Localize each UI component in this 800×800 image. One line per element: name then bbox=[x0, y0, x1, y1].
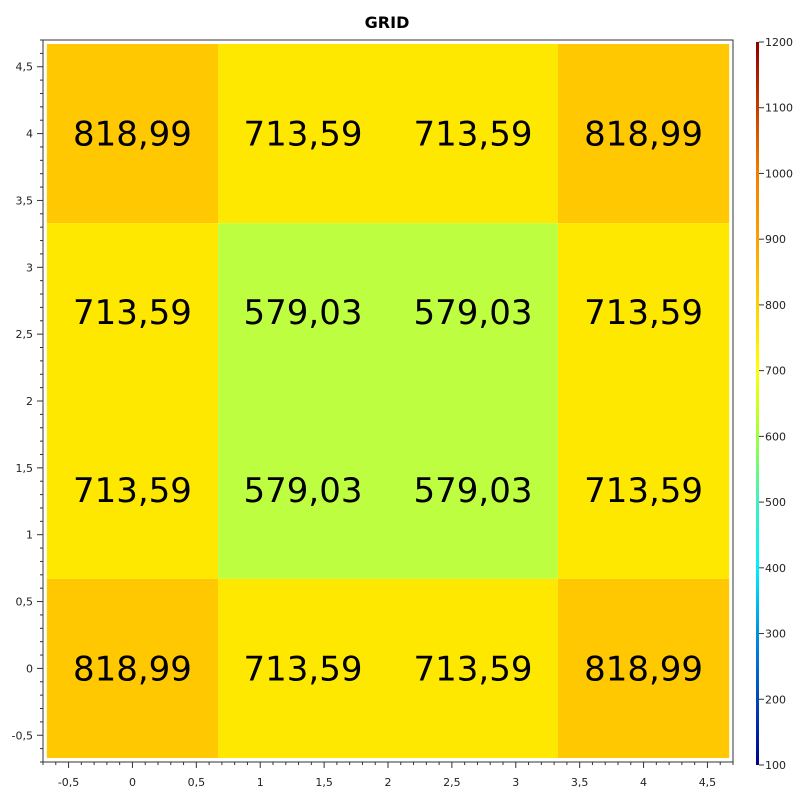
heatmap-cell bbox=[46, 223, 219, 401]
y-tick-label: 1 bbox=[26, 529, 33, 542]
colorbar-tick-label: 200 bbox=[765, 693, 786, 706]
heatmap-cell bbox=[557, 578, 730, 758]
heatmap-cell bbox=[46, 401, 219, 579]
cell-value-label: 713,59 bbox=[73, 293, 192, 333]
cell-value-labels: 818,99 713,59 713,59 818,99 713,59 579,03 579,… bbox=[73, 115, 703, 690]
heatmap-cell bbox=[218, 401, 388, 579]
x-tick-label: 4,5 bbox=[699, 776, 717, 789]
heatmap-cell bbox=[557, 223, 730, 401]
x-tick-label: 3 bbox=[512, 776, 519, 789]
colorbar-tick-label: 1000 bbox=[765, 167, 793, 180]
cell-value-label: 818,99 bbox=[73, 115, 192, 155]
heatmap-cell bbox=[388, 401, 558, 579]
colorbar-tick-label: 900 bbox=[765, 233, 786, 246]
cell-value-label: 818,99 bbox=[584, 115, 703, 155]
cell-value-label: 579,03 bbox=[413, 471, 532, 511]
heatmap-cell bbox=[218, 223, 388, 401]
cell-value-label: 713,59 bbox=[413, 115, 532, 155]
y-tick-label: 3,5 bbox=[16, 194, 34, 207]
y-tick-label: 0,5 bbox=[16, 596, 34, 609]
colorbar-tick-label: 600 bbox=[765, 430, 786, 443]
axes: -0,5 0 0,5 1 1,5 2 2,5 3 3,5 4 4,5 -0,5 0 0,5 1 1,5 2 2,5… bbox=[12, 39, 734, 789]
colorbar-tick-label: 300 bbox=[765, 628, 786, 641]
y-tick-label: 0 bbox=[26, 662, 33, 675]
cell-value-label: 713,59 bbox=[73, 471, 192, 511]
heatmap-cell bbox=[388, 578, 558, 758]
heatmap-cell bbox=[218, 44, 388, 224]
x-tick-label: 0,5 bbox=[188, 776, 206, 789]
y-tick-label: 2,5 bbox=[16, 328, 34, 341]
cell-value-label: 713,59 bbox=[413, 649, 532, 689]
y-tick-label: -0,5 bbox=[12, 729, 33, 742]
colorbar-gradient bbox=[756, 42, 759, 765]
y-tick-label: 4 bbox=[26, 128, 33, 141]
colorbar: 100 200 300 400 500 600 700 800 900 1000 1100 1200 bbox=[756, 36, 793, 772]
x-tick-label: 0 bbox=[129, 776, 136, 789]
heatmap-cell bbox=[388, 44, 558, 224]
cell-value-label: 713,59 bbox=[244, 649, 363, 689]
cell-value-label: 579,03 bbox=[413, 293, 532, 333]
colorbar-tick-label: 500 bbox=[765, 496, 786, 509]
x-tick-label: 3,5 bbox=[571, 776, 589, 789]
cell-value-label: 713,59 bbox=[244, 115, 363, 155]
x-tick-label: 1,5 bbox=[315, 776, 333, 789]
heatmap-cell bbox=[557, 44, 730, 224]
cell-value-label: 579,03 bbox=[244, 471, 363, 511]
heatmap-cell bbox=[388, 223, 558, 401]
heatmap-cell bbox=[46, 578, 219, 758]
cell-value-label: 713,59 bbox=[584, 471, 703, 511]
cell-value-label: 579,03 bbox=[244, 293, 363, 333]
y-tick-label: 1,5 bbox=[16, 462, 34, 475]
heatmap-cell bbox=[557, 401, 730, 579]
colorbar-tick-label: 1100 bbox=[765, 102, 793, 115]
x-tick-label: 2,5 bbox=[443, 776, 461, 789]
cell-value-label: 713,59 bbox=[584, 293, 703, 333]
x-tick-label: -0,5 bbox=[58, 776, 79, 789]
heatmap-cell bbox=[46, 44, 219, 224]
colorbar-tick-label: 100 bbox=[765, 759, 786, 772]
colorbar-tick-label: 700 bbox=[765, 365, 786, 378]
cell-value-label: 818,99 bbox=[73, 649, 192, 689]
y-tick-label: 2 bbox=[26, 395, 33, 408]
heatmap-cells bbox=[46, 44, 730, 758]
x-tick-label: 2 bbox=[385, 776, 392, 789]
x-tick-label: 1 bbox=[257, 776, 264, 789]
colorbar-tick-label: 1200 bbox=[765, 36, 793, 49]
y-tick-label: 3 bbox=[26, 261, 33, 274]
colorbar-tick-label: 400 bbox=[765, 562, 786, 575]
x-tick-label: 4 bbox=[640, 776, 647, 789]
cell-value-label: 818,99 bbox=[584, 649, 703, 689]
y-tick-label: 4,5 bbox=[16, 61, 34, 74]
colorbar-tick-label: 800 bbox=[765, 299, 786, 312]
heatmap-cell bbox=[218, 578, 388, 758]
chart-title: GRID bbox=[365, 13, 410, 32]
